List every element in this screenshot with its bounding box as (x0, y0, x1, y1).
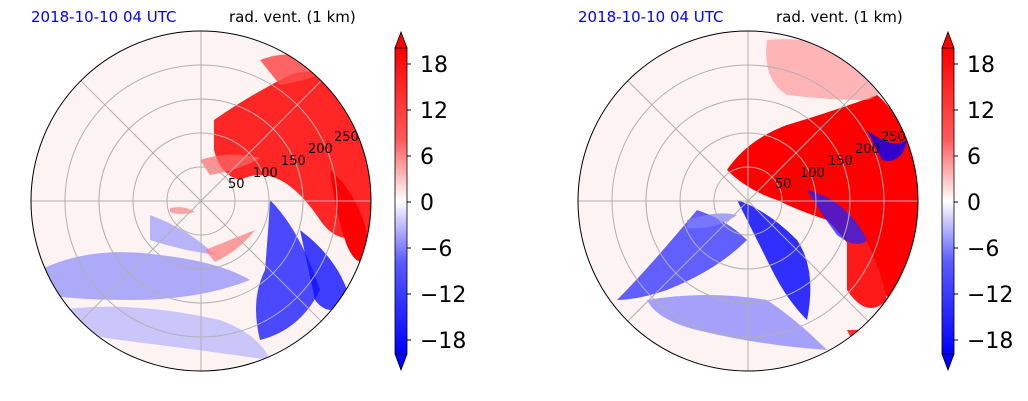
left-colorbar-bar (394, 47, 408, 355)
right-radial-tick: 50 (775, 177, 792, 192)
left-polar-plot: 50 100 150 200 250 18 12 6 (30, 30, 466, 372)
left-radial-tick: 50 (228, 177, 245, 192)
right-title-time: 2018-10-10 04 UTC (578, 8, 724, 26)
right-polar-plot: 50 100 150 200 250 18 12 6 0 (577, 30, 1013, 372)
left-radial-tick: 150 (281, 154, 306, 169)
right-radial-tick: 250 (881, 130, 906, 145)
right-plot-boundary (577, 30, 919, 372)
right-colorbar-bar (941, 47, 955, 355)
left-colorbar: 18 12 6 0 −6 −12 −18 (394, 30, 466, 372)
left-radial-spokes (31, 31, 371, 371)
left-plot-boundary (30, 30, 372, 372)
right-colorbar: 18 12 6 0 −6 −12 −18 (941, 30, 1013, 372)
right-colorbar-tick: 18 (967, 53, 995, 78)
right-colorbar-extend-bottom (941, 353, 955, 372)
right-radial-tick: 100 (800, 166, 825, 181)
left-radial-tick: 200 (308, 142, 333, 157)
left-panel: 2018-10-10 04 UTC rad. vent. (1 km) (30, 8, 466, 372)
left-title-time: 2018-10-10 04 UTC (31, 8, 177, 26)
left-colorbar-extend-top (394, 30, 408, 49)
left-title-variable: rad. vent. (1 km) (229, 8, 356, 26)
right-radial-spokes (578, 31, 918, 371)
right-colorbar-tick: 6 (967, 145, 981, 170)
left-colorbar-tick: 12 (420, 99, 448, 124)
right-colorbar-tick: 0 (967, 191, 981, 216)
left-radial-tick: 250 (334, 130, 359, 145)
left-radial-tick: 100 (253, 166, 278, 181)
right-title-variable: rad. vent. (1 km) (776, 8, 903, 26)
left-colorbar-tick: 18 (420, 53, 448, 78)
right-colorbar-tick: −6 (967, 237, 999, 262)
right-colorbar-extend-top (941, 30, 955, 49)
right-radial-tick: 200 (855, 142, 880, 157)
right-radial-tick: 150 (828, 154, 853, 169)
left-colorbar-tick: −12 (420, 283, 466, 308)
right-panel: 2018-10-10 04 UTC rad. vent. (1 km) (547, 0, 1028, 401)
right-colorbar-tick: −12 (967, 283, 1013, 308)
left-colorbar-extend-bottom (394, 353, 408, 372)
right-colorbar-tick: −18 (967, 329, 1013, 354)
right-colorbar-tick: 12 (967, 99, 995, 124)
left-colorbar-tick: 0 (420, 191, 434, 216)
left-colorbar-tick: 6 (420, 145, 434, 170)
left-colorbar-tick: −18 (420, 329, 466, 354)
left-colorbar-tick: −6 (420, 237, 452, 262)
